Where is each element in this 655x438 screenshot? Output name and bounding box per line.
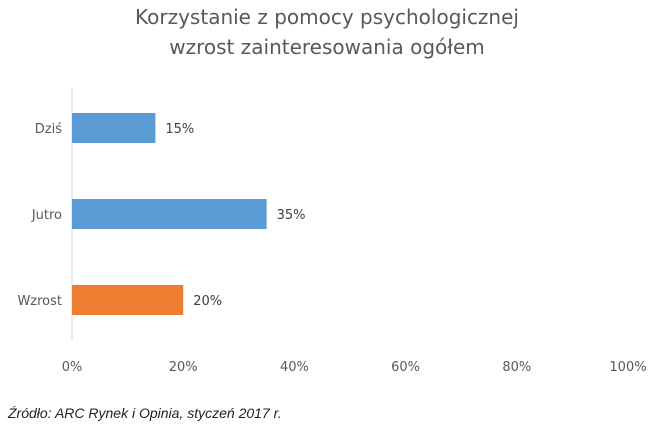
bar-jutro: [72, 199, 267, 229]
chart-title-line-2: wzrost zainteresowania ogółem: [169, 35, 484, 59]
category-label-dzis: Dziś: [35, 122, 62, 137]
x-tick-label-40: 40%: [280, 360, 309, 375]
x-tick-label-0: 0%: [62, 360, 83, 375]
data-label-jutro: 35%: [277, 208, 306, 223]
bar-dzis: [72, 113, 156, 143]
bar-wzrost: [72, 285, 184, 315]
data-label-dzis: 15%: [165, 122, 194, 137]
chart-title-line-1: Korzystanie z pomocy psychologicznej: [135, 5, 519, 29]
x-tick-label-100: 100%: [609, 360, 646, 375]
source-note: Źródło: ARC Rynek i Opinia, styczeń 2017…: [8, 405, 282, 421]
data-label-wzrost: 20%: [193, 294, 222, 309]
category-label-jutro: Jutro: [31, 208, 62, 223]
x-tick-label-80: 80%: [502, 360, 531, 375]
x-tick-label-60: 60%: [391, 360, 420, 375]
x-tick-label-20: 20%: [169, 360, 198, 375]
category-label-wzrost: Wzrost: [17, 294, 62, 309]
bar-chart: Korzystanie z pomocy psychologicznej wzr…: [17, 5, 646, 375]
